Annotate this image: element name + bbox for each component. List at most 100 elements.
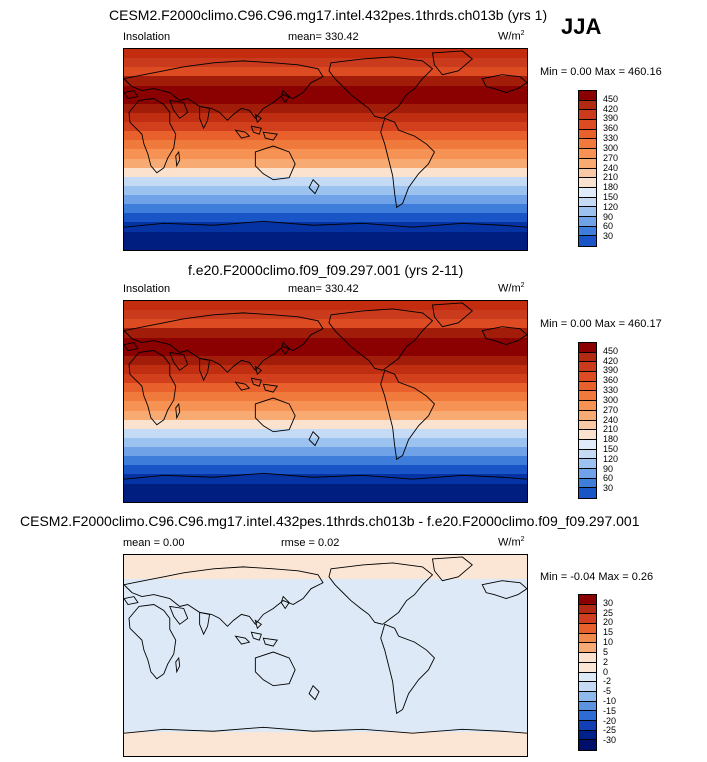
colorbar-tick-label: 300 — [603, 394, 619, 405]
map-band — [124, 392, 527, 402]
map-band — [124, 122, 527, 132]
colorbar-tick-label: 390 — [603, 113, 619, 124]
map-band — [124, 364, 527, 374]
colorbar-swatch — [579, 139, 596, 150]
colorbar-tick-label: 240 — [603, 162, 619, 173]
colorbar-swatch — [579, 701, 596, 712]
panel1-title: CESM2.F2000climo.C96.C96.mg17.intel.432p… — [109, 7, 548, 23]
colorbar-tick-label: 120 — [603, 453, 619, 464]
colorbar-swatch — [579, 711, 596, 721]
map-band — [124, 58, 527, 68]
colorbar-swatch — [579, 91, 596, 101]
colorbar-swatch — [579, 682, 596, 692]
map-band — [124, 383, 527, 393]
colorbar-tick-label: -15 — [603, 705, 617, 716]
colorbar-swatch — [579, 352, 596, 363]
colorbar-tick-label: 420 — [603, 103, 619, 114]
map-band — [124, 410, 527, 420]
colorbar-swatch — [579, 420, 596, 431]
panel2-coastlines — [124, 302, 527, 480]
map-band — [124, 85, 527, 95]
map-band — [124, 49, 527, 59]
colorbar-swatch — [579, 730, 596, 741]
panel2-title: f.e20.F2000climo.f09_f09.297.001 (yrs 2-… — [188, 262, 464, 278]
panel3-title: CESM2.F2000climo.C96.C96.mg17.intel.432p… — [20, 513, 640, 529]
colorbar-tick-label: 330 — [603, 385, 619, 396]
colorbar-swatch — [579, 207, 596, 217]
colorbar-swatch — [579, 168, 596, 179]
map-band — [124, 204, 527, 214]
colorbar-tick-label: 90 — [603, 463, 614, 474]
colorbar-tick-label: 0 — [603, 666, 609, 677]
colorbar-swatch — [579, 197, 596, 208]
colorbar-tick-label: 150 — [603, 191, 619, 202]
panel1-coastlines — [124, 50, 527, 228]
colorbar-tick-label: 420 — [603, 355, 619, 366]
map-band — [124, 447, 527, 457]
colorbar-tick-label: 390 — [603, 365, 619, 376]
colorbar-swatch — [579, 672, 596, 683]
colorbar-swatch — [579, 120, 596, 130]
season-label: JJA — [561, 14, 602, 39]
panel3-map — [123, 554, 528, 757]
colorbar-tick-label: 150 — [603, 443, 619, 454]
colorbar-swatch — [579, 187, 596, 198]
map-band — [124, 483, 527, 493]
colorbar-swatch — [579, 614, 596, 625]
colorbar-swatch — [579, 653, 596, 663]
map-band — [124, 492, 527, 502]
map-band — [124, 301, 527, 311]
panel3-coastlines — [124, 556, 527, 734]
colorbar-swatch — [579, 129, 596, 140]
colorbar-swatch — [579, 740, 596, 750]
colorbar-swatch — [579, 236, 596, 246]
map-band — [124, 731, 527, 756]
colorbar-tick-label: 210 — [603, 424, 619, 435]
map-band — [124, 140, 527, 150]
colorbar-swatch — [579, 449, 596, 460]
colorbar-tick-label: 90 — [603, 211, 614, 222]
colorbar-swatch — [579, 430, 596, 440]
panel1-mean-label: mean= 330.42 — [288, 31, 359, 43]
panel2-map — [123, 300, 528, 503]
panel3-difference-field — [124, 555, 527, 756]
panel1-minmax: Min = 0.00 Max = 460.16 — [540, 66, 662, 78]
map-band — [124, 158, 527, 168]
colorbar-tick-label: 30 — [603, 231, 614, 242]
panel1-insolation-field — [124, 49, 527, 250]
colorbar-swatch — [579, 691, 596, 702]
colorbar-tick-label: 120 — [603, 201, 619, 212]
panel1-map — [123, 48, 528, 251]
map-band — [124, 419, 527, 429]
colorbar-tick-label: 180 — [603, 182, 619, 193]
panel2-units: W/m2 — [498, 282, 525, 295]
panel1-colorbar — [578, 90, 597, 247]
colorbar-tick-label: 450 — [603, 93, 619, 104]
colorbar-swatch — [579, 488, 596, 498]
colorbar-tick-label: 330 — [603, 133, 619, 144]
colorbar-tick-label: 360 — [603, 375, 619, 386]
colorbar-swatch — [579, 391, 596, 402]
colorbar-tick-label: 60 — [603, 473, 614, 484]
map-band — [124, 401, 527, 411]
map-band — [124, 213, 527, 223]
colorbar-swatch — [579, 149, 596, 159]
map-band — [124, 222, 527, 232]
colorbar-swatch — [579, 604, 596, 615]
colorbar-swatch — [579, 720, 596, 731]
colorbar-swatch — [579, 624, 596, 634]
colorbar-tick-label: -25 — [603, 725, 617, 736]
colorbar-swatch — [579, 633, 596, 644]
map-band — [124, 474, 527, 484]
colorbar-tick-label: 180 — [603, 434, 619, 445]
colorbar-swatch — [579, 662, 596, 673]
colorbar-tick-label: 2 — [603, 656, 609, 667]
panel1-units: W/m2 — [498, 30, 525, 43]
colorbar-swatch — [579, 110, 596, 121]
panel2-insolation-field — [124, 301, 527, 502]
colorbar-tick-label: 20 — [603, 617, 614, 628]
colorbar-swatch — [579, 343, 596, 353]
panel2-colorbar — [578, 342, 597, 499]
colorbar-tick-label: -20 — [603, 715, 617, 726]
map-band — [124, 149, 527, 159]
